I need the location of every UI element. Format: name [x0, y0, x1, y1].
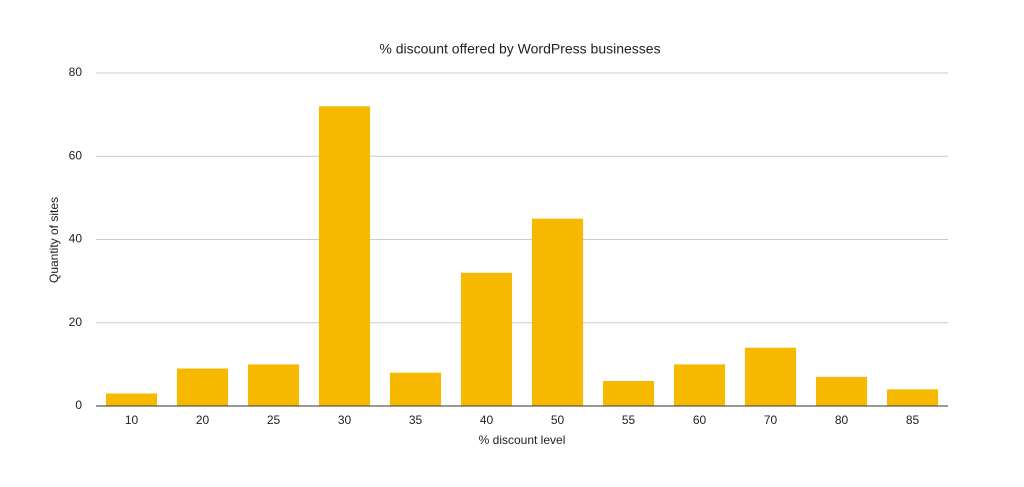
x-tick-label: 25 [267, 413, 281, 427]
x-tick-label: 40 [480, 413, 494, 427]
x-tick-label: 50 [551, 413, 565, 427]
x-tick-label: 30 [338, 413, 352, 427]
bar [744, 347, 797, 406]
bar [176, 368, 229, 406]
x-axis-label: % discount level [479, 433, 566, 447]
bar [247, 364, 300, 406]
bar [318, 106, 371, 407]
x-tick-label: 80 [835, 413, 849, 427]
x-tick-label: 55 [622, 413, 636, 427]
x-tick-label: 20 [196, 413, 210, 427]
bar [105, 393, 158, 406]
bar [815, 376, 868, 406]
bar [460, 272, 513, 406]
y-tick-label: 80 [69, 65, 83, 79]
bar [673, 364, 726, 406]
y-tick-label: 20 [69, 315, 83, 329]
y-tick-label: 60 [69, 148, 83, 162]
y-axis-label: Quantity of sites [47, 197, 61, 283]
bar [886, 389, 939, 406]
x-tick-label: 35 [409, 413, 423, 427]
bar [602, 381, 655, 406]
x-tick-label: 60 [693, 413, 707, 427]
y-tick-label: 0 [75, 398, 82, 412]
chart-title: % discount offered by WordPress business… [379, 41, 660, 57]
x-tick-label: 10 [125, 413, 139, 427]
y-tick-label: 40 [69, 232, 83, 246]
x-tick-label: 70 [764, 413, 778, 427]
bar [531, 218, 584, 406]
x-tick-label: 85 [906, 413, 920, 427]
bar [389, 372, 442, 406]
